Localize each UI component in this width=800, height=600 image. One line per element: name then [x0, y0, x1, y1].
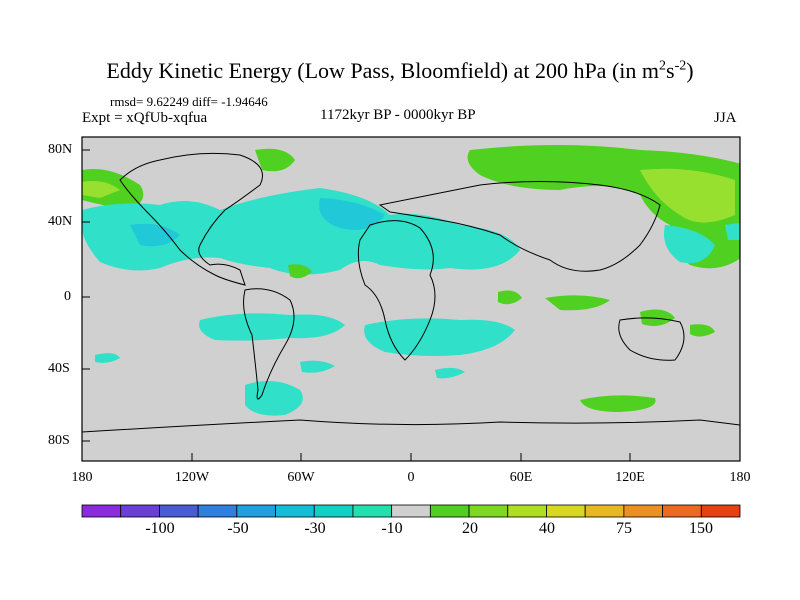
- anomaly-positive-region: [545, 295, 610, 311]
- lon-label: 60E: [509, 470, 533, 485]
- colorbar-label: 75: [616, 520, 632, 537]
- colorbar-swatch: [275, 504, 315, 518]
- colorbar-swatch: [468, 504, 509, 518]
- colorbar-swatch: [236, 504, 276, 518]
- anomaly-positive-region: [640, 168, 735, 223]
- colorbar-swatch: [507, 504, 547, 518]
- lat-label: 40N: [48, 214, 73, 229]
- colorbar-swatch: [159, 504, 199, 518]
- anomaly-positive-region: [580, 395, 656, 412]
- colorbar-label: -50: [227, 520, 249, 537]
- colorbar-swatch: [197, 504, 238, 518]
- anomaly-negative-region: [199, 313, 345, 341]
- anomaly-positive-region: [498, 290, 522, 305]
- colorbar-swatch: [546, 504, 586, 518]
- anomaly-negative-region: [300, 360, 335, 373]
- colorbar-label: -100: [145, 520, 175, 537]
- colorbar-label: 150: [689, 520, 713, 537]
- colorbar-label: -10: [381, 520, 403, 537]
- lat-label: 80S: [48, 433, 70, 448]
- lat-label: 80N: [48, 142, 73, 157]
- anomaly-positive-region: [690, 324, 715, 337]
- anomaly-negative-region: [245, 381, 303, 416]
- anomaly-negative-region: [130, 223, 180, 247]
- anomaly-negative-region: [95, 353, 120, 363]
- anomaly-positive-region: [255, 148, 295, 172]
- colorbar-label: 20: [462, 520, 478, 537]
- chart-title: Eddy Kinetic Energy (Low Pass, Bloomfiel…: [106, 58, 694, 83]
- anomaly-negative-region: [435, 367, 465, 379]
- colorbar-swatch: [352, 504, 393, 518]
- stats-text: rmsd= 9.62249 diff= -1.94646: [110, 94, 268, 109]
- lon-label: 60W: [287, 470, 315, 485]
- colorbar: [81, 504, 741, 518]
- lat-label: 0: [64, 289, 71, 304]
- experiment-label: Expt = xQfUb-xqfua: [82, 110, 208, 126]
- colorbar-swatch: [429, 504, 470, 518]
- colorbar-swatch: [584, 504, 625, 518]
- lon-label: 180: [729, 470, 751, 485]
- colorbar-label: -30: [304, 520, 326, 537]
- colorbar-swatch: [623, 504, 663, 518]
- lon-label: 120E: [615, 470, 645, 485]
- period-label: 1172kyr BP - 0000kyr BP: [320, 107, 476, 123]
- anomaly-negative-region: [364, 318, 515, 356]
- anomaly-negative-region: [725, 222, 740, 240]
- anomaly-positive-region: [82, 181, 120, 198]
- axis-ticks: [81, 149, 741, 461]
- anomaly-field: [82, 145, 740, 416]
- anomaly-negative-region: [664, 225, 715, 264]
- lon-label: 120W: [174, 470, 210, 485]
- colorbar-swatch: [81, 504, 122, 518]
- colorbar-swatch: [120, 504, 160, 518]
- colorbar-swatch: [391, 504, 431, 518]
- anomaly-positive-region: [288, 264, 312, 279]
- colorbar-swatch: [700, 504, 741, 518]
- coastlines: [82, 152, 740, 433]
- season-label: JJA: [714, 110, 737, 126]
- anomaly-positive-region: [640, 309, 675, 326]
- anomaly-negative-region: [82, 188, 520, 275]
- anomaly-negative-region: [319, 198, 385, 230]
- lon-label: 0: [407, 470, 415, 485]
- lat-label: 40S: [48, 361, 70, 376]
- lon-label: 180: [71, 470, 93, 485]
- colorbar-label: 40: [539, 520, 555, 537]
- colorbar-swatch: [313, 504, 354, 518]
- colorbar-swatch: [662, 504, 702, 518]
